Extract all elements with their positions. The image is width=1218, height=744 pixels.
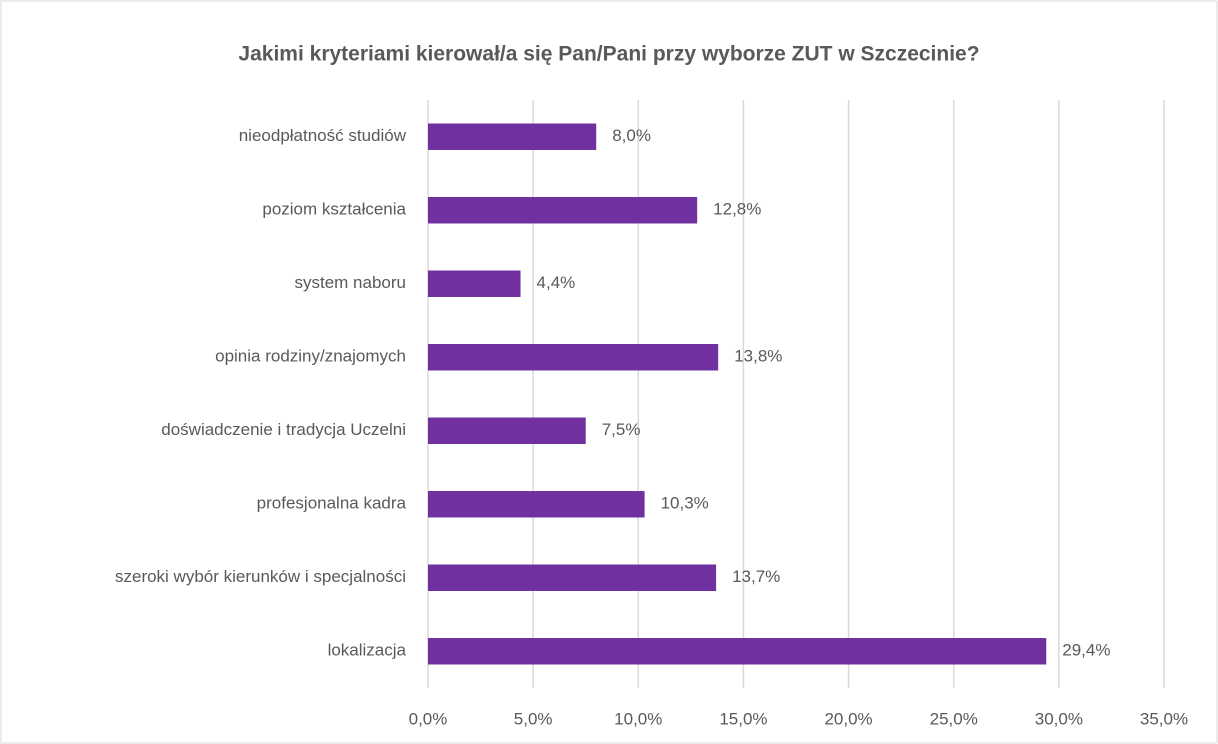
bar [428, 564, 717, 591]
y-tick-label: opinia rodziny/znajomych [215, 347, 406, 366]
x-tick-label: 15,0% [719, 709, 767, 728]
y-tick-label: profesjonalna kadra [257, 494, 407, 513]
y-tick-label: szeroki wybór kierunków i specjalności [115, 567, 406, 586]
data-label: 29,4% [1062, 641, 1110, 660]
x-tick-label: 30,0% [1035, 709, 1083, 728]
x-tick-label: 20,0% [824, 709, 872, 728]
x-tick-label: 35,0% [1140, 709, 1188, 728]
x-tick-label: 10,0% [614, 709, 662, 728]
x-tick-label: 5,0% [514, 709, 553, 728]
bar [428, 491, 645, 518]
data-label: 4,4% [537, 273, 576, 292]
y-tick-label: doświadczenie i tradycja Uczelni [161, 420, 406, 439]
x-tick-label: 25,0% [930, 709, 978, 728]
y-tick-label: poziom kształcenia [262, 200, 406, 219]
data-label: 13,8% [734, 347, 782, 366]
x-tick-label: 0,0% [409, 709, 448, 728]
data-label: 13,7% [732, 567, 780, 586]
y-tick-label: system naboru [295, 273, 407, 292]
data-label: 12,8% [713, 200, 761, 219]
data-label: 10,3% [661, 494, 709, 513]
data-label: 7,5% [602, 420, 641, 439]
y-tick-label: nieodpłatność studiów [239, 126, 407, 145]
bar [428, 638, 1047, 665]
bar [428, 344, 719, 371]
bar [428, 197, 698, 224]
bar [428, 270, 521, 297]
data-label: 8,0% [612, 126, 651, 145]
chart-title: Jakimi kryteriami kierował/a się Pan/Pan… [238, 43, 979, 66]
bar [428, 417, 586, 444]
y-tick-label: lokalizacja [328, 641, 407, 660]
bar [428, 123, 597, 150]
